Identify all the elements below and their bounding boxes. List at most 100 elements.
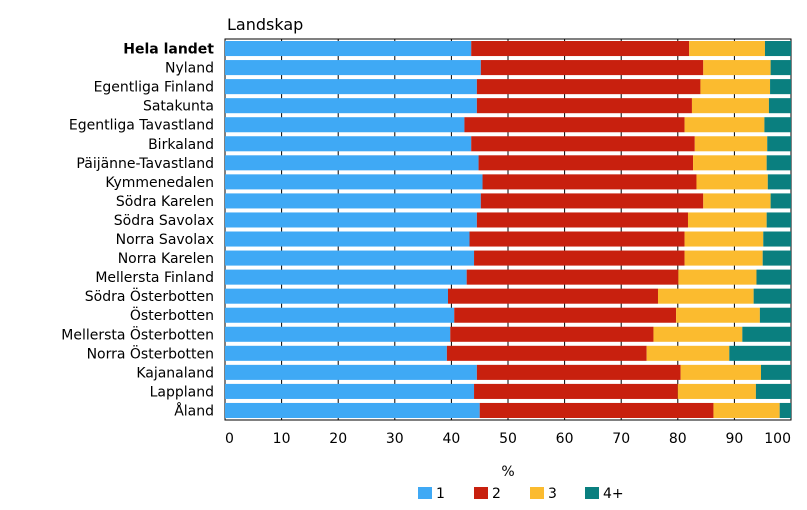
bar-sodra-karelen-series-2 [480, 193, 704, 209]
bar-mellersta-finland-series-3 [678, 269, 757, 285]
x-tick-label-100: 100 [764, 431, 791, 447]
bar-norra-osterbotten-series-4 [729, 345, 791, 361]
bar-paijanne-tavastland-series-4 [766, 155, 791, 171]
legend-swatch-2 [474, 487, 488, 499]
bar-sodra-savolax-series-1 [225, 212, 477, 228]
bar-paijanne-tavastland-series-2 [478, 155, 694, 171]
x-axis-label: % [501, 464, 514, 480]
bar-nyland-series-1 [225, 60, 481, 76]
bar-kajanaland-series-4 [761, 364, 791, 380]
x-tick-labels: 0 10 20 30 40 50 60 70 80 90 100 [225, 431, 791, 447]
bar-nyland-series-2 [480, 60, 704, 76]
bar-satakunta-series-3 [691, 98, 769, 114]
bar-egentliga-tavastland-series-2 [464, 117, 685, 133]
bar-sodra-osterbotten-series-2 [448, 288, 658, 304]
legend-swatch-4 [585, 487, 599, 499]
category-label-nyland: Nyland [165, 61, 214, 77]
x-tick-label-90: 90 [725, 431, 743, 447]
bar-kajanaland-series-2 [476, 364, 681, 380]
x-tick-label-70: 70 [612, 431, 630, 447]
category-label-birkaland: Birkaland [148, 137, 214, 153]
bar-egentliga-finland-series-1 [225, 79, 477, 95]
category-label-hela-landet: Hela landet [123, 42, 214, 58]
x-tick-label-0: 0 [225, 431, 234, 447]
x-tick-label-20: 20 [329, 431, 347, 447]
legend-label-2: 2 [492, 486, 501, 502]
bar-norra-osterbotten-series-3 [646, 345, 730, 361]
category-label-norra-savolax: Norra Savolax [116, 232, 214, 248]
bar-kajanaland-series-3 [680, 364, 762, 380]
bar-paijanne-tavastland-series-3 [693, 155, 767, 171]
bar-mellersta-osterbotten-series-2 [450, 326, 654, 342]
x-tick-label-10: 10 [273, 431, 291, 447]
legend-label-1: 1 [436, 486, 445, 502]
category-label-kajanaland: Kajanaland [136, 365, 214, 381]
bar-hela-landet-series-2 [471, 41, 690, 57]
legend: 1 2 3 4+ [418, 486, 624, 502]
x-tick-label-30: 30 [386, 431, 404, 447]
bar-norra-karelen-series-1 [225, 250, 475, 266]
bar-aland-series-1 [225, 402, 480, 418]
category-label-sodra-osterbotten: Södra Österbotten [85, 287, 214, 305]
bar-aland-series-3 [713, 402, 780, 418]
bar-satakunta-series-1 [225, 98, 477, 114]
category-label-kymmenedalen: Kymmenedalen [105, 175, 214, 191]
bar-birkaland-series-4 [767, 136, 791, 152]
category-label-norra-osterbotten: Norra Österbotten [87, 344, 214, 362]
bar-aland-series-4 [779, 402, 791, 418]
bar-sodra-savolax-series-3 [687, 212, 767, 228]
bar-hela-landet-series-1 [225, 41, 472, 57]
category-label-mellersta-finland: Mellersta Finland [95, 270, 214, 286]
bar-mellersta-osterbotten-series-4 [742, 326, 791, 342]
bar-mellersta-osterbotten-series-1 [225, 326, 451, 342]
bar-satakunta-series-4 [768, 98, 791, 114]
bar-osterbotten-series-4 [759, 307, 791, 323]
bar-norra-karelen-series-3 [684, 250, 763, 266]
bar-lappland-series-4 [755, 383, 791, 399]
bar-birkaland-series-2 [471, 136, 695, 152]
bar-birkaland-series-3 [694, 136, 768, 152]
bar-norra-osterbotten-series-1 [225, 345, 447, 361]
bar-egentliga-finland-series-4 [770, 79, 791, 95]
category-label-egentliga-tavastland: Egentliga Tavastland [69, 118, 214, 134]
legend-swatch-1 [418, 487, 432, 499]
bar-osterbotten-series-3 [676, 307, 760, 323]
bar-lappland-series-3 [677, 383, 756, 399]
bar-mellersta-finland-series-2 [466, 269, 679, 285]
bar-sodra-savolax-series-2 [476, 212, 688, 228]
legend-label-4: 4+ [603, 486, 624, 502]
x-tick-label-60: 60 [556, 431, 574, 447]
chart-title: Landskap [227, 15, 303, 34]
bar-hela-landet-series-4 [764, 41, 791, 57]
category-label-sodra-savolax: Södra Savolax [114, 213, 214, 229]
category-label-norra-karelen: Norra Karelen [118, 251, 214, 267]
category-label-aland: Åland [174, 402, 214, 419]
bar-hela-landet-series-3 [689, 41, 765, 57]
bar-kymmenedalen-series-4 [767, 174, 791, 190]
bar-mellersta-finland-series-1 [225, 269, 467, 285]
category-label-satakunta: Satakunta [143, 99, 214, 115]
bar-norra-savolax-series-4 [763, 231, 791, 247]
bar-sodra-karelen-series-1 [225, 193, 481, 209]
bar-sodra-osterbotten-series-1 [225, 288, 449, 304]
x-tick-label-50: 50 [499, 431, 517, 447]
category-label-paijanne-tavastland: Päijänne-Tavastland [76, 156, 214, 172]
bar-sodra-osterbotten-series-3 [657, 288, 754, 304]
bar-sodra-osterbotten-series-4 [753, 288, 791, 304]
bar-egentliga-tavastland-series-1 [225, 117, 465, 133]
bar-norra-savolax-series-1 [225, 231, 470, 247]
category-labels: Hela landet Nyland Egentliga Finland Sataku… [61, 42, 214, 420]
bar-kymmenedalen-series-2 [482, 174, 697, 190]
bar-paijanne-tavastland-series-1 [225, 155, 479, 171]
bar-sodra-savolax-series-4 [766, 212, 791, 228]
bar-sodra-karelen-series-3 [703, 193, 771, 209]
bar-norra-osterbotten-series-2 [446, 345, 647, 361]
bar-egentliga-finland-series-3 [700, 79, 771, 95]
bar-norra-savolax-series-3 [684, 231, 764, 247]
bar-birkaland-series-1 [225, 136, 472, 152]
bar-mellersta-osterbotten-series-3 [653, 326, 743, 342]
bar-aland-series-2 [479, 402, 714, 418]
bar-norra-karelen-series-2 [474, 250, 685, 266]
